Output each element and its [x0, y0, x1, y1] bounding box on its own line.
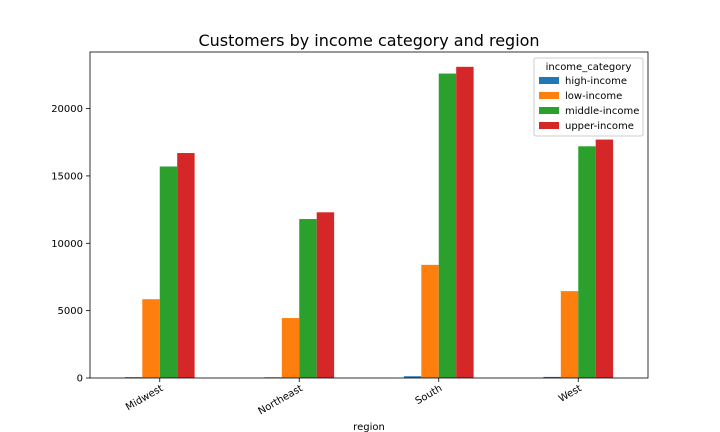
legend: income_category high-income low-income midd… [533, 57, 644, 137]
legend-swatch-low-income [539, 92, 559, 99]
x-axis-label: region [353, 422, 385, 432]
y-tick-label: 15000 [51, 171, 83, 182]
x-tick-label-northeast: Northeast [256, 383, 304, 417]
bar-low-income-south [421, 264, 439, 378]
y-tick-label: 10000 [51, 239, 83, 250]
legend-label-low-income: low-income [565, 91, 622, 102]
bar-middle-income-midwest [159, 166, 178, 378]
chart-title: Customers by income category and region [198, 31, 539, 50]
x-tick-label-west: West [557, 383, 584, 405]
x-tick-label-midwest: Midwest [124, 383, 165, 413]
x-tick-label-south: South [414, 383, 445, 407]
plot-frame [89, 51, 649, 379]
bars-group [124, 66, 614, 379]
bar-upper-income-northeast [316, 212, 335, 378]
legend-label-upper-income: upper-income [565, 121, 634, 132]
legend-box [533, 57, 644, 137]
y-axis: 0 5000 10000 15000 20000 [51, 104, 90, 385]
bar-upper-income-south [456, 66, 474, 379]
y-tick-label: 5000 [58, 306, 83, 317]
bar-high-income-south [403, 376, 422, 378]
bar-high-income-midwest [124, 377, 143, 378]
y-tick-label: 0 [77, 374, 83, 385]
bar-low-income-northeast [281, 318, 300, 378]
legend-label-high-income: high-income [565, 76, 627, 87]
bar-middle-income-south [438, 73, 457, 379]
legend-swatch-upper-income [539, 122, 559, 129]
legend-swatch-high-income [539, 77, 559, 84]
y-tick-label: 20000 [51, 104, 83, 115]
legend-swatch-middle-income [539, 107, 559, 114]
legend-title: income_category [546, 62, 632, 73]
bar-high-income-west [543, 376, 561, 378]
bar-low-income-west [560, 291, 579, 378]
x-axis: Midwest Northeast South West [124, 378, 584, 417]
bar-upper-income-midwest [177, 153, 195, 378]
bar-middle-income-west [578, 146, 596, 378]
bar-low-income-midwest [142, 299, 160, 378]
bar-upper-income-west [595, 139, 614, 378]
legend-label-middle-income: middle-income [565, 106, 639, 117]
bar-middle-income-northeast [299, 219, 317, 378]
